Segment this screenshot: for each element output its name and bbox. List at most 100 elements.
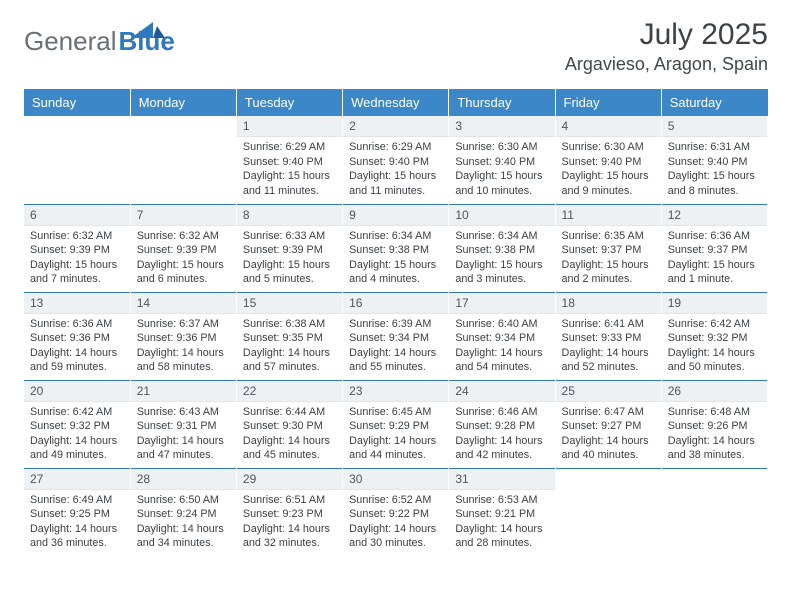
day-details: Sunrise: 6:30 AMSunset: 9:40 PMDaylight:…: [556, 137, 661, 202]
day-cell: 31 Sunrise: 6:53 AMSunset: 9:21 PMDayligh…: [449, 468, 555, 556]
day-number: [24, 116, 130, 136]
day-details: Sunrise: 6:43 AMSunset: 9:31 PMDaylight:…: [131, 402, 236, 467]
day-cell: 11Sunrise: 6:35 AMSunset: 9:37 PMDayligh…: [555, 204, 661, 292]
sunrise-line: Sunrise: 6:30 AM: [562, 140, 655, 155]
day-details: Sunrise: 6:44 AMSunset: 9:30 PMDaylight:…: [237, 402, 342, 467]
sunrise-line: Sunrise: 6:41 AM: [562, 317, 655, 332]
day-number: [131, 116, 236, 136]
sunrise-line: Sunrise: 6:45 AM: [349, 405, 442, 420]
empty-cell: [661, 468, 767, 556]
sunrise-line: Sunrise: 6:50 AM: [137, 493, 230, 508]
calendar-week-row: 13Sunrise: 6:36 AMSunset: 9:36 PMDayligh…: [24, 292, 768, 380]
day-details: Sunrise: 6:40 AMSunset: 9:34 PMDaylight:…: [449, 314, 554, 379]
daylight-line: Daylight: 15 hours and 9 minutes.: [562, 169, 655, 198]
day-number: 2: [343, 116, 448, 137]
sunrise-line: Sunrise: 6:32 AM: [137, 229, 230, 244]
sunrise-line: Sunrise: 6:38 AM: [243, 317, 336, 332]
day-details: Sunrise: 6:48 AMSunset: 9:26 PMDaylight:…: [662, 402, 767, 467]
daylight-line: Daylight: 14 hours and 44 minutes.: [349, 434, 442, 463]
daylight-line: Daylight: 15 hours and 4 minutes.: [349, 258, 442, 287]
day-number: 17: [449, 293, 554, 314]
day-cell: 27Sunrise: 6:49 AMSunset: 9:25 PMDayligh…: [24, 468, 130, 556]
day-details: Sunrise: 6:46 AMSunset: 9:28 PMDaylight:…: [449, 402, 554, 467]
day-number: 5: [662, 116, 767, 137]
sunrise-line: Sunrise: 6:53 AM: [455, 493, 548, 508]
day-cell: 14Sunrise: 6:37 AMSunset: 9:36 PMDayligh…: [130, 292, 236, 380]
daylight-line: Daylight: 14 hours and 42 minutes.: [455, 434, 548, 463]
sunset-line: Sunset: 9:29 PM: [349, 419, 442, 434]
daylight-line: Daylight: 14 hours and 28 minutes.: [455, 522, 548, 551]
day-number: 22: [237, 381, 342, 402]
day-cell: 22Sunrise: 6:44 AMSunset: 9:30 PMDayligh…: [236, 380, 342, 468]
sunrise-line: Sunrise: 6:44 AM: [243, 405, 336, 420]
sunset-line: Sunset: 9:34 PM: [455, 331, 548, 346]
sunrise-line: Sunrise: 6:33 AM: [243, 229, 336, 244]
day-details: Sunrise: 6:37 AMSunset: 9:36 PMDaylight:…: [131, 314, 236, 379]
day-details: Sunrise: 6:30 AMSunset: 9:40 PMDaylight:…: [449, 137, 554, 202]
day-number: 8: [237, 205, 342, 226]
day-details: Sunrise: 6:47 AMSunset: 9:27 PMDaylight:…: [556, 402, 661, 467]
sunset-line: Sunset: 9:37 PM: [562, 243, 655, 258]
day-number: 30: [343, 469, 448, 490]
location-subtitle: Argavieso, Aragon, Spain: [565, 54, 768, 75]
empty-cell: [24, 116, 130, 204]
day-cell: 8Sunrise: 6:33 AMSunset: 9:39 PMDaylight…: [236, 204, 342, 292]
calendar-body: 1Sunrise: 6:29 AMSunset: 9:40 PMDaylight…: [24, 116, 768, 556]
sunrise-line: Sunrise: 6:36 AM: [30, 317, 124, 332]
day-number: 24: [449, 381, 554, 402]
sunrise-line: Sunrise: 6:31 AM: [668, 140, 761, 155]
day-details: Sunrise: 6:42 AMSunset: 9:32 PMDaylight:…: [662, 314, 767, 379]
day-number: 31: [449, 469, 554, 490]
sunrise-line: Sunrise: 6:48 AM: [668, 405, 761, 420]
sunrise-line: Sunrise: 6:42 AM: [30, 405, 124, 420]
daylight-line: Daylight: 14 hours and 49 minutes.: [30, 434, 124, 463]
day-number: 7: [131, 205, 236, 226]
sunset-line: Sunset: 9:39 PM: [243, 243, 336, 258]
day-cell: 20Sunrise: 6:42 AMSunset: 9:32 PMDayligh…: [24, 380, 130, 468]
sunset-line: Sunset: 9:27 PM: [562, 419, 655, 434]
calendar-week-row: 6Sunrise: 6:32 AMSunset: 9:39 PMDaylight…: [24, 204, 768, 292]
daylight-line: Daylight: 14 hours and 38 minutes.: [668, 434, 761, 463]
day-details: Sunrise: 6:50 AMSunset: 9:24 PMDaylight:…: [131, 490, 236, 555]
day-number: [556, 469, 661, 489]
calendar-week-row: 27Sunrise: 6:49 AMSunset: 9:25 PMDayligh…: [24, 468, 768, 556]
day-details: Sunrise: 6:34 AMSunset: 9:38 PMDaylight:…: [449, 226, 554, 291]
day-cell: 18Sunrise: 6:41 AMSunset: 9:33 PMDayligh…: [555, 292, 661, 380]
day-cell: 23Sunrise: 6:45 AMSunset: 9:29 PMDayligh…: [343, 380, 449, 468]
day-number: 29: [237, 469, 342, 490]
brand-word-1: General: [24, 26, 117, 57]
day-cell: 12Sunrise: 6:36 AMSunset: 9:37 PMDayligh…: [661, 204, 767, 292]
day-number: 1: [237, 116, 342, 137]
day-cell: 29Sunrise: 6:51 AMSunset: 9:23 PMDayligh…: [236, 468, 342, 556]
sunrise-line: Sunrise: 6:42 AM: [668, 317, 761, 332]
daylight-line: Daylight: 14 hours and 54 minutes.: [455, 346, 548, 375]
sunset-line: Sunset: 9:40 PM: [562, 155, 655, 170]
day-cell: 25Sunrise: 6:47 AMSunset: 9:27 PMDayligh…: [555, 380, 661, 468]
sunset-line: Sunset: 9:24 PM: [137, 507, 230, 522]
day-details: Sunrise: 6:38 AMSunset: 9:35 PMDaylight:…: [237, 314, 342, 379]
sunset-line: Sunset: 9:39 PM: [30, 243, 124, 258]
sunset-line: Sunset: 9:40 PM: [668, 155, 761, 170]
day-cell: 3Sunrise: 6:30 AMSunset: 9:40 PMDaylight…: [449, 116, 555, 204]
sunset-line: Sunset: 9:40 PM: [243, 155, 336, 170]
sunset-line: Sunset: 9:28 PM: [455, 419, 548, 434]
sunrise-line: Sunrise: 6:37 AM: [137, 317, 230, 332]
day-details: Sunrise: 6:51 AMSunset: 9:23 PMDaylight:…: [237, 490, 342, 555]
day-cell: 13Sunrise: 6:36 AMSunset: 9:36 PMDayligh…: [24, 292, 130, 380]
sunrise-line: Sunrise: 6:52 AM: [349, 493, 442, 508]
day-cell: 17Sunrise: 6:40 AMSunset: 9:34 PMDayligh…: [449, 292, 555, 380]
day-details: Sunrise: 6:42 AMSunset: 9:32 PMDaylight:…: [24, 402, 130, 467]
day-cell: 15Sunrise: 6:38 AMSunset: 9:35 PMDayligh…: [236, 292, 342, 380]
day-cell: 26Sunrise: 6:48 AMSunset: 9:26 PMDayligh…: [661, 380, 767, 468]
day-details: Sunrise: 6:52 AMSunset: 9:22 PMDaylight:…: [343, 490, 448, 555]
day-number: 18: [556, 293, 661, 314]
sunrise-line: Sunrise: 6:47 AM: [562, 405, 655, 420]
weekday-header: Wednesday: [343, 89, 449, 116]
daylight-line: Daylight: 14 hours and 32 minutes.: [243, 522, 336, 551]
day-number: 21: [131, 381, 236, 402]
sunrise-line: Sunrise: 6:34 AM: [349, 229, 442, 244]
day-details: Sunrise: 6:36 AMSunset: 9:37 PMDaylight:…: [662, 226, 767, 291]
day-number: 10: [449, 205, 554, 226]
day-cell: 24Sunrise: 6:46 AMSunset: 9:28 PMDayligh…: [449, 380, 555, 468]
sunset-line: Sunset: 9:21 PM: [455, 507, 548, 522]
